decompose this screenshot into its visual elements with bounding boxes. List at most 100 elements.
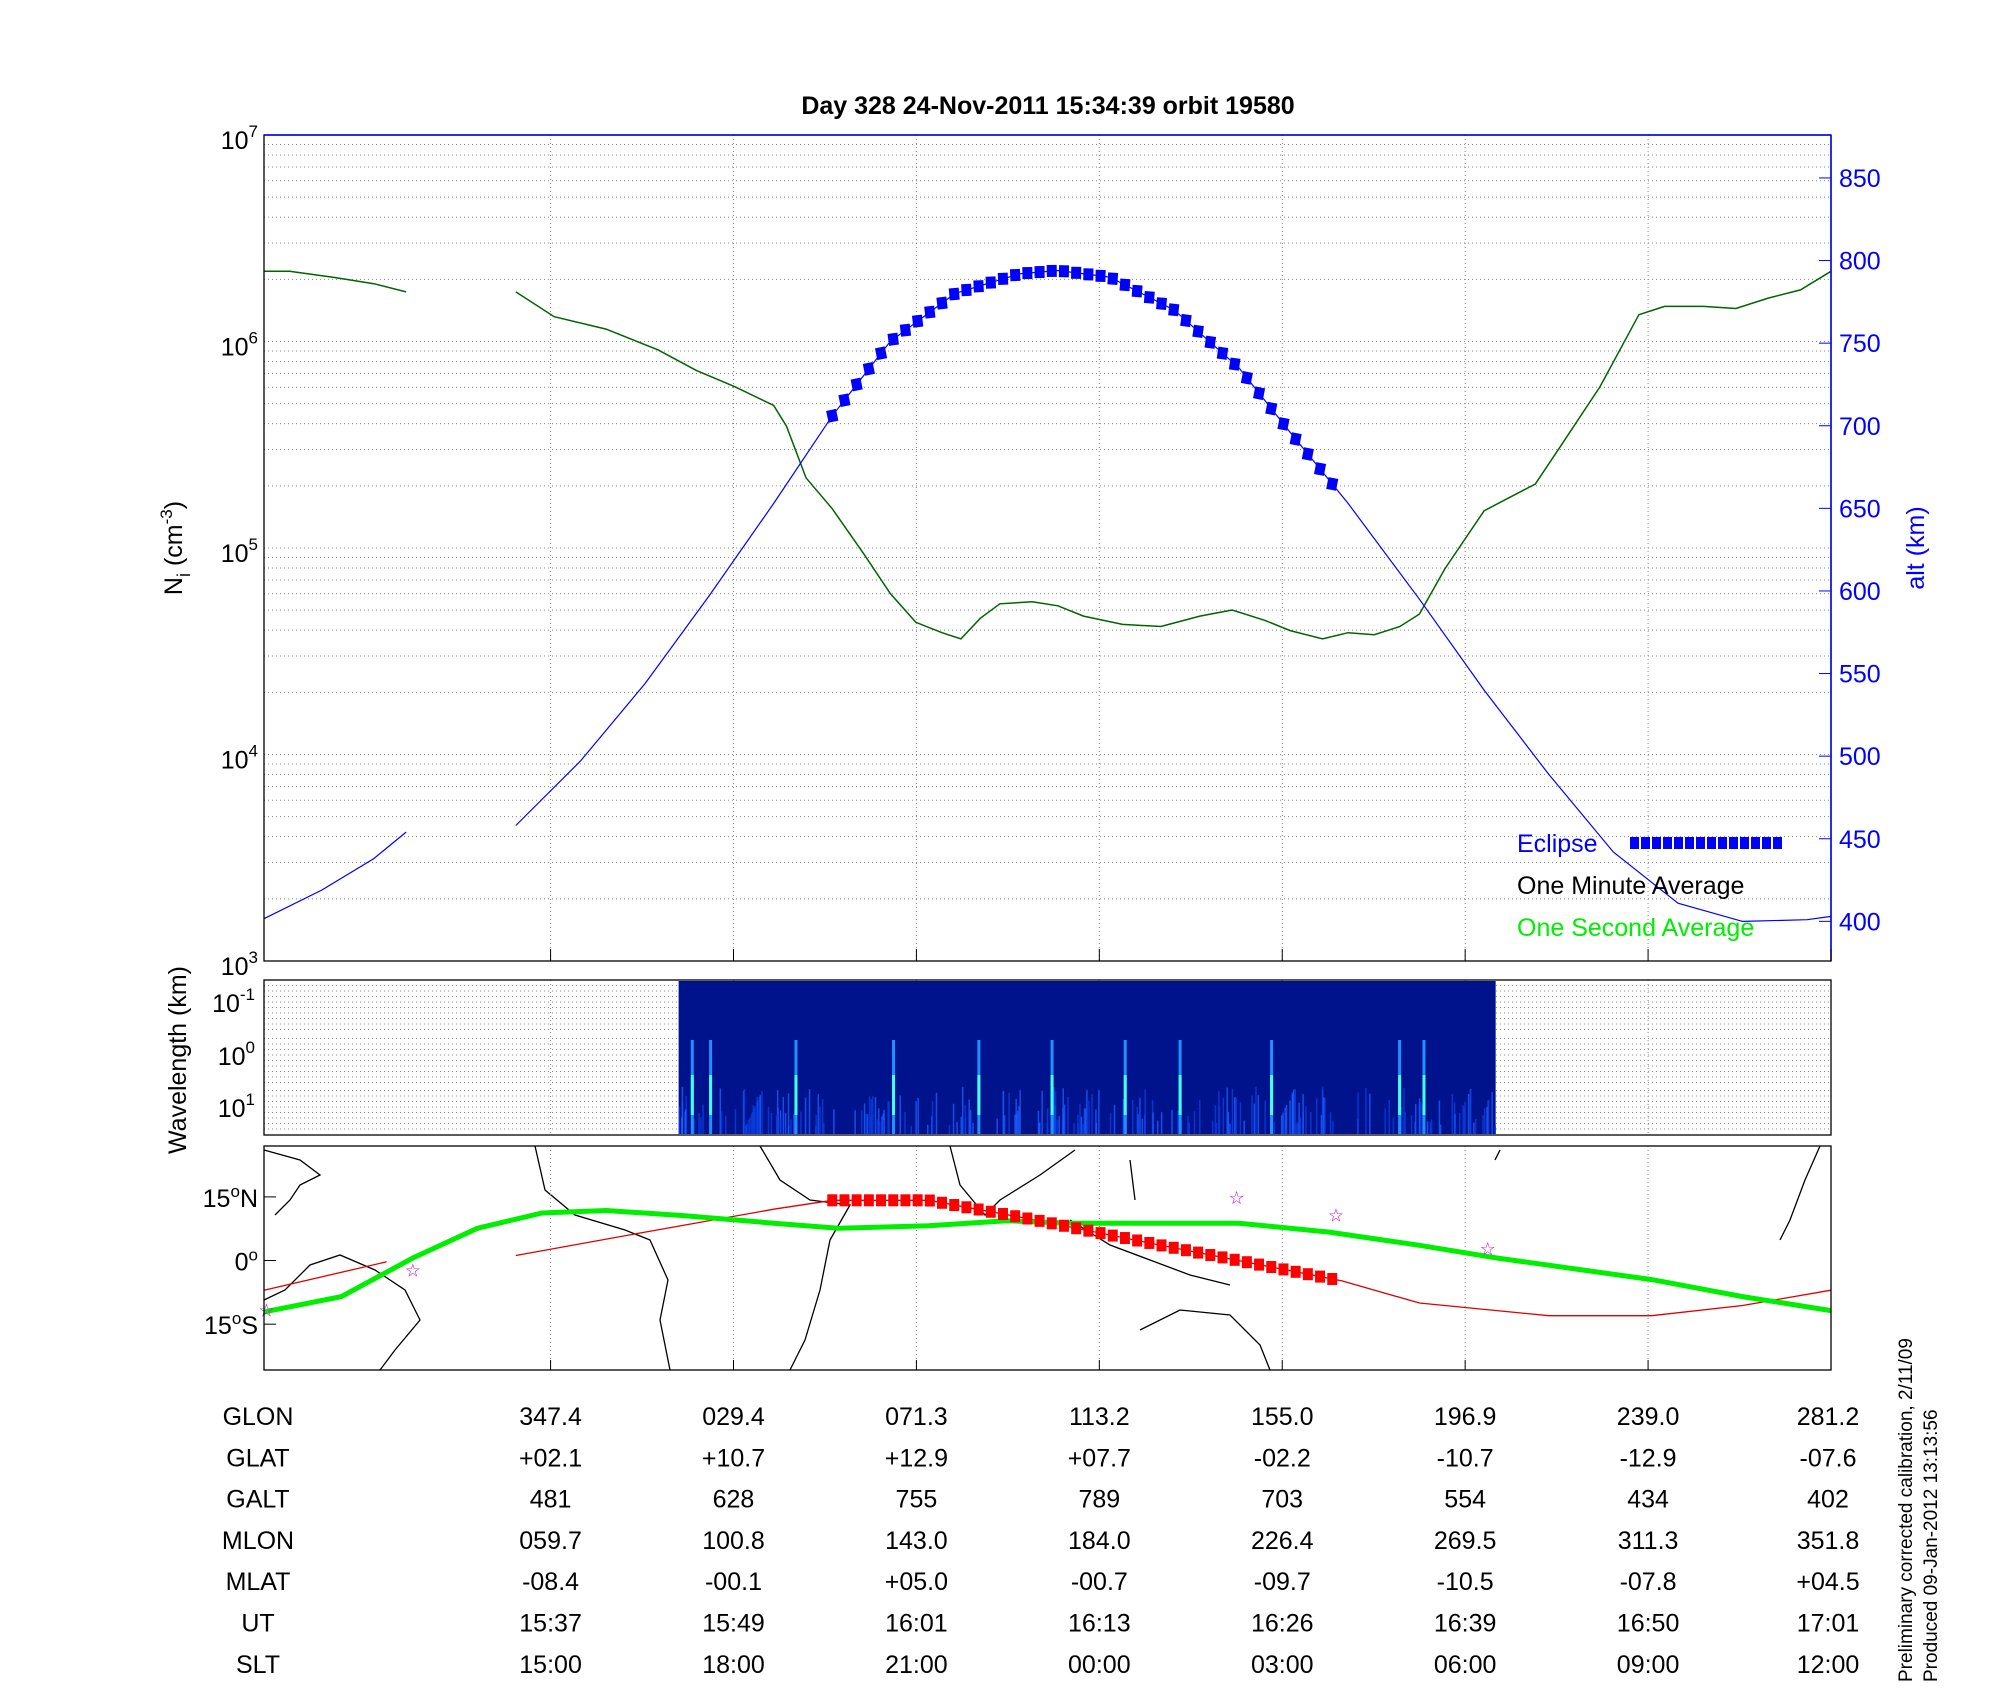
spectrogram-streak [964,1118,967,1134]
spectrogram-streak [870,1116,872,1134]
eclipse-track-marker [888,1194,899,1207]
legend-one-minute: One Minute Average [1517,872,1744,900]
table-row-label: GLON [223,1403,294,1431]
spectrogram-streak [1015,1113,1018,1134]
spectrogram-streak [1239,1102,1242,1134]
spectrogram-spike-core [892,1075,896,1115]
spectrogram-streak [1459,1113,1461,1134]
table-cell: 16:01 [885,1610,948,1638]
spectrogram-streak [1357,1092,1359,1134]
spectrogram-streak [1143,1114,1146,1134]
spectrogram-streak [725,1115,727,1134]
spectrogram-spike-core [1123,1075,1127,1115]
table-cell: -10.5 [1437,1568,1494,1596]
spectrogram-streak [1152,1112,1154,1134]
spectrogram-streak [1482,1115,1484,1134]
eclipse-marker [1326,477,1339,491]
spectrogram-spike-core [794,1075,798,1115]
eclipse-track-marker [1034,1214,1045,1227]
alt-tick-label: 500 [1839,743,1881,771]
spectrogram-streak [881,1116,883,1134]
eclipse-marker [1180,313,1192,328]
eclipse-marker [961,283,972,297]
eclipse-marker [1228,357,1241,371]
coastline [263,1149,322,1216]
spectrogram [678,981,1496,1134]
eclipse-track-marker [1266,1261,1277,1274]
eclipse-track-marker [1254,1258,1265,1271]
spectrogram-streak [1109,1113,1112,1134]
star-marker: ☆ [405,1261,421,1281]
table-cell: -08.4 [522,1568,579,1596]
spectrogram-streak [1332,1120,1334,1134]
table-cell: -09.7 [1254,1568,1311,1596]
eclipse-track-marker [1241,1256,1252,1269]
table-cell: 554 [1444,1486,1486,1514]
alt-axis-label: alt (km) [1902,506,1930,589]
table-cell: 481 [530,1486,572,1514]
spectrogram-streak [742,1090,745,1134]
spectrogram-streak [1410,1115,1413,1134]
spectrogram-streak [1282,1112,1284,1134]
spectrogram-streak [758,1096,761,1134]
spectrogram-streak [1298,1102,1300,1134]
spectrogram-streak [1369,1093,1371,1134]
table-cell: 03:00 [1251,1651,1314,1679]
spectrogram-streak [1113,1104,1116,1134]
eclipse-track-marker [1229,1253,1240,1266]
table-cell: +07.7 [1068,1444,1131,1472]
spectrogram-streak [1139,1097,1141,1134]
legend-eclipse-square [1729,837,1738,849]
legend-eclipse-square [1663,837,1672,849]
spectrogram-streak [1141,1118,1143,1134]
spectrogram-streak [1454,1125,1457,1134]
table-cell: -00.7 [1071,1568,1128,1596]
spectrogram-streak [1292,1089,1295,1134]
spectrogram-streak [776,1090,779,1134]
spectrogram-streak [720,1111,723,1134]
spectrogram-streak [868,1096,871,1134]
wavelength-tick-label: 10-1 [212,985,255,1018]
table-cell: 281.2 [1797,1403,1860,1431]
spectrogram-streak [753,1108,755,1134]
spectrogram-streak [876,1119,879,1134]
legend-eclipse-square [1773,837,1782,849]
spectrogram-streak [800,1111,802,1134]
table-cell: 351.8 [1797,1527,1860,1555]
table-cell: -02.2 [1254,1444,1311,1472]
ground-track-map: ☆ ☆ ☆ ☆ ☆ [258,1145,1832,1371]
spectrogram-streak [1091,1094,1093,1134]
eclipse-track-marker [1278,1263,1289,1276]
eclipse-track-marker [1071,1222,1082,1235]
spectrogram-streak [748,1117,751,1134]
spectrogram-streak [1486,1106,1488,1134]
spectrogram-streak [1285,1104,1288,1134]
table-cell: 789 [1078,1486,1120,1514]
eclipse-track-marker [839,1194,850,1207]
eclipse-track-marker [1058,1219,1069,1232]
spectrogram-streak [1464,1101,1466,1134]
alt-tick-label: 600 [1839,578,1881,606]
table-row-label: GLAT [226,1444,289,1472]
spectrogram-streak [935,1092,938,1134]
spectrogram-streak [819,1106,821,1134]
eclipse-marker [1143,290,1155,304]
spectrogram-streak [1056,1119,1059,1134]
table-cell: 755 [896,1486,938,1514]
satellite-track-line [263,1207,1832,1315]
table-cell: 184.0 [1068,1527,1131,1555]
spectrogram-streak [821,1099,824,1134]
eclipse-marker [862,362,875,376]
spectrogram-streak [1296,1122,1298,1134]
spectrogram-streak [1227,1111,1230,1134]
table-cell: 21:00 [885,1651,948,1679]
spectrogram-streak [1067,1096,1069,1134]
coastline [534,1145,671,1371]
spectrogram-streak [1291,1092,1294,1134]
spectrogram-streak [927,1124,929,1134]
eclipse-marker [1107,272,1119,285]
spectrogram-streak [874,1097,877,1134]
spectrogram-streak [759,1094,762,1134]
eclipse-marker [850,377,863,392]
spectrogram-streak [698,1113,700,1134]
